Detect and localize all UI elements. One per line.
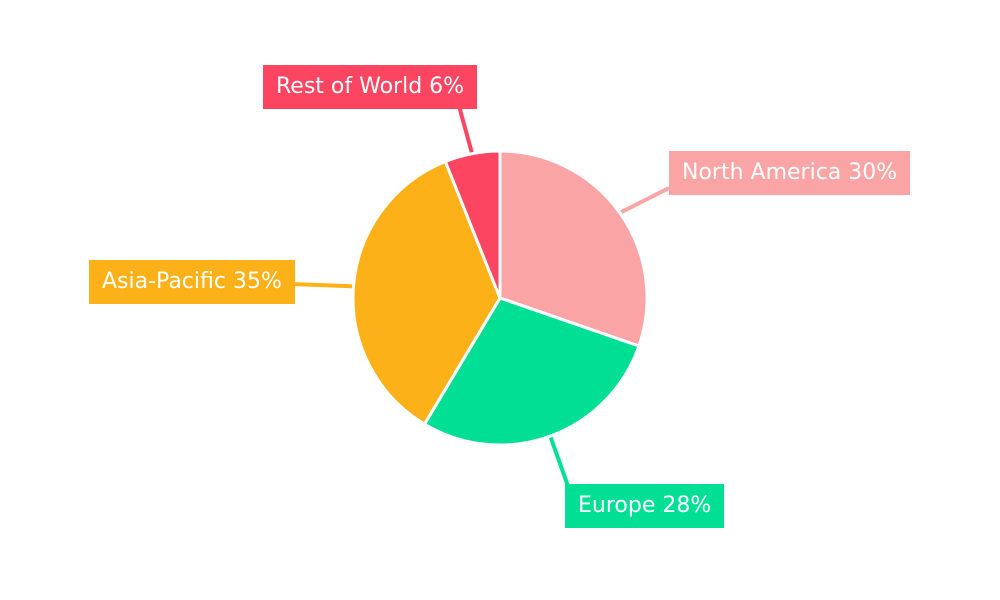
slice-label-asia-pacific: Asia-Pacific 35% [89, 260, 295, 304]
leader-line-asia-pacific [290, 282, 355, 289]
pie-slice-north-america[interactable] [498, 149, 649, 348]
slice-label-north-america: North America 30% [669, 151, 911, 195]
pie-slice-asia-pacific[interactable] [351, 160, 502, 426]
slice-label-europe: Europe 28% [565, 484, 725, 528]
pie-slice-rest-of-world[interactable] [443, 149, 502, 300]
leader-line-north-america [618, 186, 670, 216]
leader-line-rest-of-world [457, 105, 475, 156]
leader-line-europe [548, 434, 570, 487]
pie-slices-group [351, 149, 649, 447]
slice-label-rest-of-world: Rest of World 6% [263, 65, 478, 109]
leader-lines-group [290, 105, 670, 487]
